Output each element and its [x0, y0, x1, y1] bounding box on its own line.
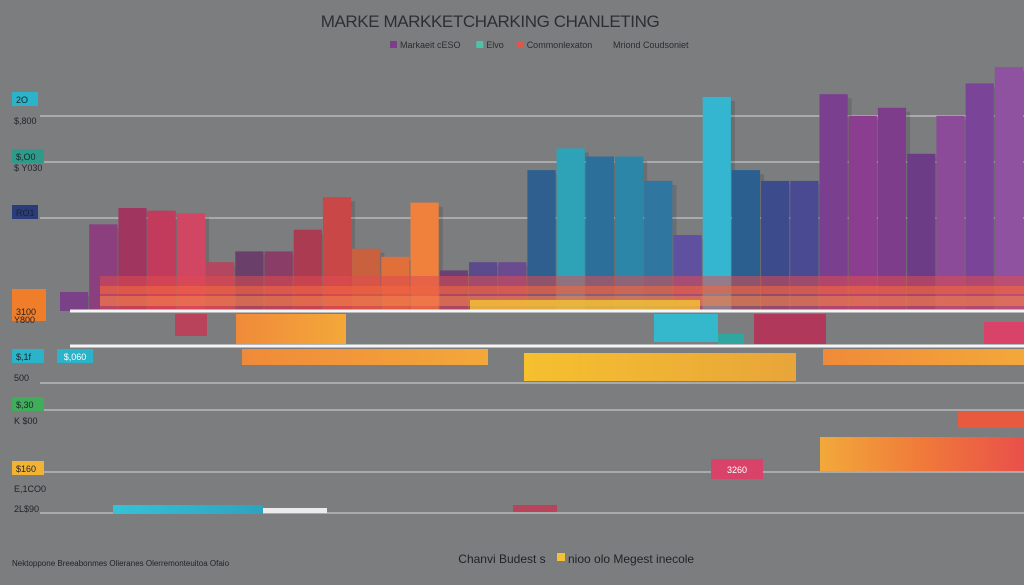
- footnote: Nektoppone Breeabonmes Olieranes Olerrem…: [12, 559, 230, 568]
- x-axis-secondary: nioo olo Megest inecole: [568, 552, 694, 566]
- y-label-badge: [12, 349, 44, 363]
- x-axis-title: Chanvi Budest s: [458, 552, 545, 566]
- legend-swatch: [603, 41, 610, 48]
- lower-bar: [524, 353, 796, 381]
- bar: [994, 67, 1023, 311]
- y-tick-label: $ Y030: [14, 163, 42, 173]
- y-tick-label: K $00: [14, 416, 38, 426]
- lower-bar: [984, 322, 1024, 344]
- lower-bar: [242, 349, 488, 365]
- legend-label: Mriond Coudsoniet: [613, 40, 689, 50]
- bar: [965, 83, 994, 312]
- inline-badge-label: 3260: [727, 465, 747, 475]
- y-label-badge: [12, 289, 46, 321]
- y-tick-label: 2L$90: [14, 504, 39, 514]
- top-bars-group: [60, 67, 1024, 312]
- lower-bar: [718, 334, 744, 344]
- lower-bar: [513, 505, 557, 512]
- y-tick-label: $,O0: [16, 152, 36, 162]
- legend-label: Markaeit cESO: [400, 40, 461, 50]
- x-axis-legend-swatch: [557, 553, 565, 561]
- lower-bar: [236, 314, 346, 344]
- inline-badge: [57, 349, 93, 363]
- lower-bar: [754, 314, 826, 344]
- baseline-strip: [470, 300, 700, 310]
- legend-swatch: [390, 41, 397, 48]
- lower-bar: [175, 314, 207, 336]
- y-tick-label: $,30: [16, 400, 34, 410]
- legend-label: Commonlexaton: [527, 40, 593, 50]
- bar-shadow: [438, 206, 443, 311]
- y-tick-label: E,1CO0: [14, 484, 46, 494]
- y-label-badge: [12, 92, 38, 106]
- inline-badges: $,060 3260: [57, 349, 763, 479]
- y-label-badge: [12, 461, 44, 475]
- y-tick-label: 3100: [16, 307, 36, 317]
- y-tick-label: 2O: [16, 95, 28, 105]
- chart-legend: Markaeit cESO Elvo Commonlexaton Mriond Cou…: [390, 40, 689, 50]
- lower-bar: [823, 349, 1024, 365]
- y-tick-label: RO1: [16, 208, 35, 218]
- y-tick-label: $,1f: [16, 352, 32, 362]
- lower-bar: [113, 505, 263, 514]
- bar: [702, 96, 731, 312]
- y-label-badge: [12, 205, 38, 219]
- y-tick-label: $160: [16, 464, 36, 474]
- lower-bars: [113, 314, 1024, 514]
- y-label-badge: [12, 397, 44, 411]
- inline-badge-label: $,060: [64, 352, 87, 362]
- bar: [60, 292, 89, 311]
- bar: [819, 94, 848, 311]
- legend-swatch: [476, 41, 484, 48]
- legend-label: Elvo: [486, 40, 504, 50]
- y-label-badge: [12, 149, 44, 163]
- lower-bar: [263, 508, 327, 513]
- baseline-strip: [100, 286, 1024, 294]
- lower-bar: [958, 411, 1024, 428]
- y-tick-label: 500: [14, 373, 29, 383]
- chart-title: MARKE MARKKETCHARKING CHANLETING: [321, 12, 660, 31]
- lower-bar: [654, 314, 718, 342]
- inline-badge: [711, 459, 763, 479]
- baseline-strips: [100, 276, 1024, 310]
- y-tick-label: Y800: [14, 315, 35, 325]
- lower-bar: [820, 437, 1024, 471]
- legend-swatch: [516, 41, 524, 48]
- y-tick-label: $,800: [14, 116, 37, 126]
